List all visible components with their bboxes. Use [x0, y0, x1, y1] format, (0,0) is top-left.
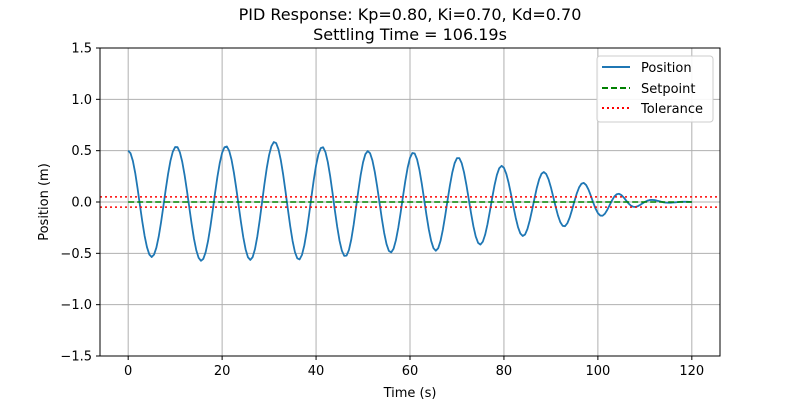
- y-axis-ticks: −1.5 −1.0 −0.5 0.0 0.5 1.0 1.5: [60, 42, 100, 365]
- x-tick-label: 60: [402, 364, 419, 379]
- position-line: [127, 141, 692, 262]
- y-tick-label: −1.5: [60, 350, 92, 365]
- plot-series: [100, 141, 720, 262]
- y-tick-label: −1.0: [60, 298, 92, 313]
- x-tick-label: 80: [496, 364, 513, 379]
- y-tick-label: 1.5: [71, 42, 92, 57]
- x-tick-label: 20: [214, 364, 231, 379]
- chart-subtitle: Settling Time = 106.19s: [313, 25, 507, 44]
- legend: Position Setpoint Tolerance: [596, 55, 714, 123]
- plot-area-frame: [99, 47, 721, 357]
- legend-box: [596, 55, 714, 123]
- legend-label-tolerance: Tolerance: [640, 102, 703, 117]
- x-tick-label: 120: [679, 364, 704, 379]
- x-axis-label: Time (s): [383, 386, 437, 400]
- x-tick-label: 0: [124, 364, 132, 379]
- x-tick-label: 40: [308, 364, 325, 379]
- chart-title: PID Response: Kp=0.80, Ki=0.70, Kd=0.70: [239, 5, 582, 24]
- y-axis-label: Position (m): [37, 163, 52, 241]
- legend-label-setpoint: Setpoint: [641, 82, 696, 97]
- y-tick-label: 1.0: [71, 93, 92, 108]
- y-tick-label: 0.0: [71, 196, 92, 211]
- x-axis-ticks: 0 20 40 60 80 100 120: [124, 356, 704, 379]
- legend-label-position: Position: [641, 61, 692, 76]
- y-tick-label: 0.5: [71, 144, 92, 159]
- y-tick-label: −0.5: [60, 247, 92, 262]
- x-tick-label: 100: [585, 364, 610, 379]
